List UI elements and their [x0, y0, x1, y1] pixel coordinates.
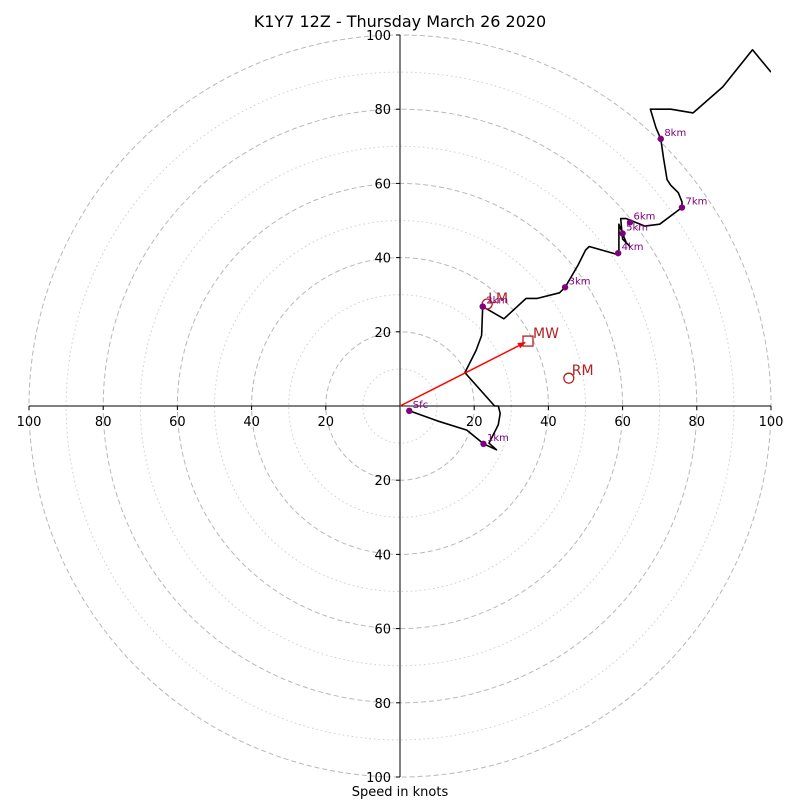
height-label-1km: 1km: [487, 433, 509, 444]
x-tick-label: 80: [95, 415, 112, 430]
y-tick-label: 20: [374, 326, 391, 341]
y-tick-label: 80: [374, 103, 391, 118]
height-marker-5km: [619, 230, 626, 237]
right-mover-label: RM: [572, 363, 594, 379]
height-marker-2km: [479, 303, 486, 310]
x-tick-label: 80: [689, 415, 706, 430]
x-tick-label: 20: [466, 415, 483, 430]
height-label-2km: 2km: [486, 296, 508, 307]
x-tick-label: 100: [17, 415, 42, 430]
height-label-7km: 7km: [685, 197, 707, 208]
x-tick-label: 60: [169, 415, 186, 430]
height-label-8km: 8km: [664, 128, 686, 139]
height-marker-6km: [626, 219, 634, 226]
mean-wind-arrow: [399, 341, 526, 407]
x-axis-label: Speed in knots: [352, 785, 449, 800]
x-tick-label: 100: [759, 415, 784, 430]
height-label-6km: 6km: [634, 211, 656, 222]
y-tick-label: 100: [366, 771, 391, 786]
storm-motion-group: MW RM LM: [399, 291, 594, 407]
mean-wind-marker: [522, 335, 534, 347]
x-tick-label: 40: [243, 415, 260, 430]
y-tick-label: 60: [374, 177, 391, 192]
hodograph-trace-group: [409, 48, 771, 451]
height-marker-1km: [480, 440, 487, 448]
x-tick-label: 60: [614, 415, 631, 430]
height-marker-3km: [561, 284, 569, 291]
y-tick-label: 60: [374, 623, 391, 638]
height-marker-7km: [678, 204, 686, 211]
y-tick-label: 20: [374, 474, 391, 489]
hodograph-trace: [409, 48, 771, 451]
right-mover-marker: [563, 372, 575, 384]
left-mover-label: LM: [488, 291, 508, 307]
height-marker-8km: [657, 135, 665, 143]
chart-title: K1Y7 12Z - Thursday March 26 2020: [254, 12, 546, 31]
height-marker-4km: [614, 249, 622, 257]
height-label-3km: 3km: [569, 276, 591, 287]
x-tick-label: 20: [318, 415, 335, 430]
x-tick-label: 40: [540, 415, 557, 430]
height-label-4km: 4km: [622, 242, 644, 253]
y-tick-label: 40: [374, 252, 391, 267]
tick-labels: 100 80 60 40 20 20 40 60 80 100 100 80 60 40 20 20 40 60 8…: [17, 29, 784, 786]
y-tick-label: 80: [374, 697, 391, 712]
height-label-sfc: Sfc: [413, 400, 428, 411]
height-label-5km: 5km: [626, 222, 648, 233]
y-tick-label: 40: [374, 548, 391, 563]
y-tick-label: 100: [366, 29, 391, 44]
mean-wind-label: MW: [533, 326, 559, 342]
height-marker-sfc: [406, 407, 413, 415]
